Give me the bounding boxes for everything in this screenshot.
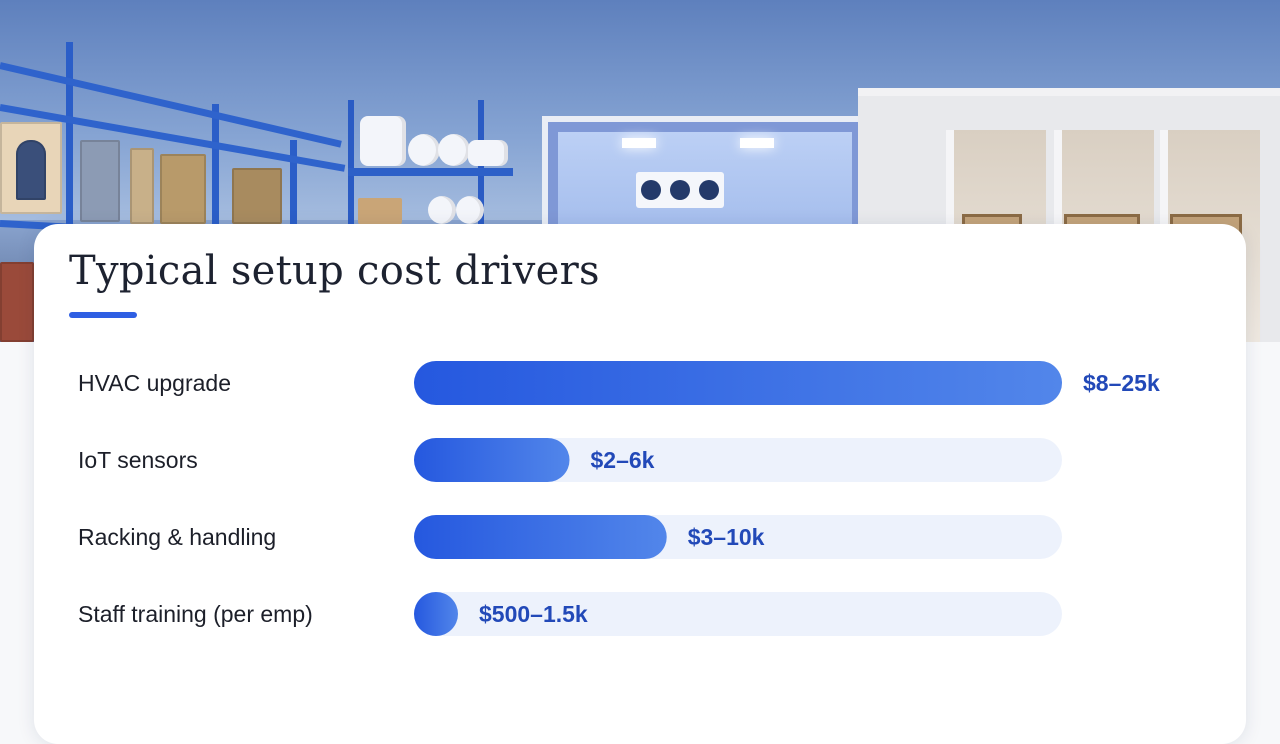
bar-hvac-upgrade — [414, 361, 1062, 405]
ceiling-light — [740, 138, 774, 148]
ceiling-light — [622, 138, 656, 148]
category-label-racking-handling: Racking & handling — [78, 524, 276, 550]
content-card: Typical setup cost drivers HVAC upgrade $… — [34, 224, 1246, 744]
value-label-hvac-upgrade: $8–25k — [1083, 370, 1160, 396]
rack-post — [66, 42, 73, 342]
value-label-iot-sensors: $2–6k — [591, 447, 655, 473]
bar-racking-handling — [414, 515, 667, 559]
value-label-staff-training-per-emp: $500–1.5k — [479, 601, 588, 627]
wrap-roll — [408, 134, 440, 166]
wrap-roll — [468, 140, 508, 166]
title-accent-underline — [69, 312, 137, 318]
fan-icon — [640, 180, 661, 200]
wrap-roll — [428, 196, 456, 224]
bar-staff-training-per-emp — [414, 592, 458, 636]
bar-track-staff-training-per-emp — [414, 592, 1062, 636]
artwork-frame — [0, 262, 34, 342]
value-label-racking-handling: $3–10k — [688, 524, 765, 550]
cooling-unit — [636, 172, 724, 208]
category-label-hvac-upgrade: HVAC upgrade — [78, 370, 231, 396]
shelf-post — [478, 100, 484, 342]
artwork-figure — [16, 140, 46, 200]
cost-bar-chart: HVAC upgrade $8–25k IoT sensors $2–6k Rackin… — [78, 361, 1160, 636]
category-label-iot-sensors: IoT sensors — [78, 447, 198, 473]
artwork-frame — [80, 140, 120, 222]
fan-icon — [699, 180, 720, 200]
wrap-roll — [360, 116, 406, 166]
shelf-post — [348, 100, 354, 342]
page-title: Typical setup cost drivers — [69, 248, 600, 294]
wrap-roll — [456, 196, 484, 224]
bar-iot-sensors — [414, 438, 570, 482]
artwork-frame — [130, 148, 154, 224]
left-racking — [0, 40, 350, 342]
middle-shelf — [348, 100, 513, 342]
artwork-frame — [232, 168, 282, 224]
fan-icon — [669, 180, 690, 200]
category-label-staff-training-per-emp: Staff training (per emp) — [78, 601, 313, 627]
bar-track-iot-sensors — [414, 438, 1062, 482]
wrap-roll — [438, 134, 470, 166]
artwork-frame — [160, 154, 206, 224]
rack-post — [212, 104, 219, 342]
shelf-beam — [348, 168, 513, 176]
cardboard-box — [358, 198, 402, 224]
